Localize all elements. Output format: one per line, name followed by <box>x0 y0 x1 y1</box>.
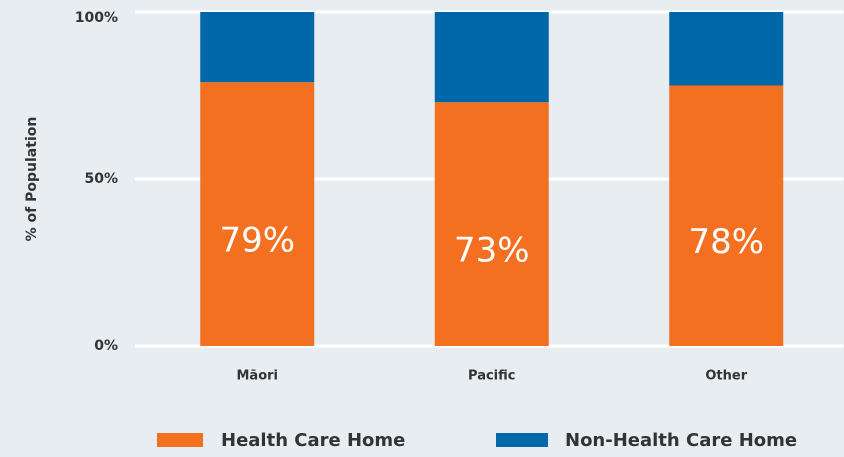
bar-segment <box>669 85 784 346</box>
value-label: 79% <box>219 221 295 261</box>
x-tick-label: Māori <box>236 369 278 384</box>
y-tick-label: 50% <box>84 171 118 187</box>
legend-swatch <box>157 433 203 447</box>
legend-label: Non-Health Care Home <box>565 430 797 451</box>
y-axis-label: % of Population <box>24 117 40 242</box>
y-tick-label: 0% <box>94 338 118 354</box>
legend-label: Health Care Home <box>221 430 405 451</box>
x-tick-label: Other <box>705 369 747 384</box>
value-label: 78% <box>688 222 764 262</box>
bar-segment <box>200 82 315 346</box>
legend-swatch <box>496 433 548 447</box>
y-tick-label: 100% <box>75 10 118 26</box>
bar-segment <box>434 12 549 103</box>
bar-segment <box>200 12 315 83</box>
value-label: 73% <box>454 231 530 271</box>
bar-segment <box>669 12 784 86</box>
x-tick-label: Pacific <box>468 369 515 384</box>
bar-segment <box>434 102 549 347</box>
